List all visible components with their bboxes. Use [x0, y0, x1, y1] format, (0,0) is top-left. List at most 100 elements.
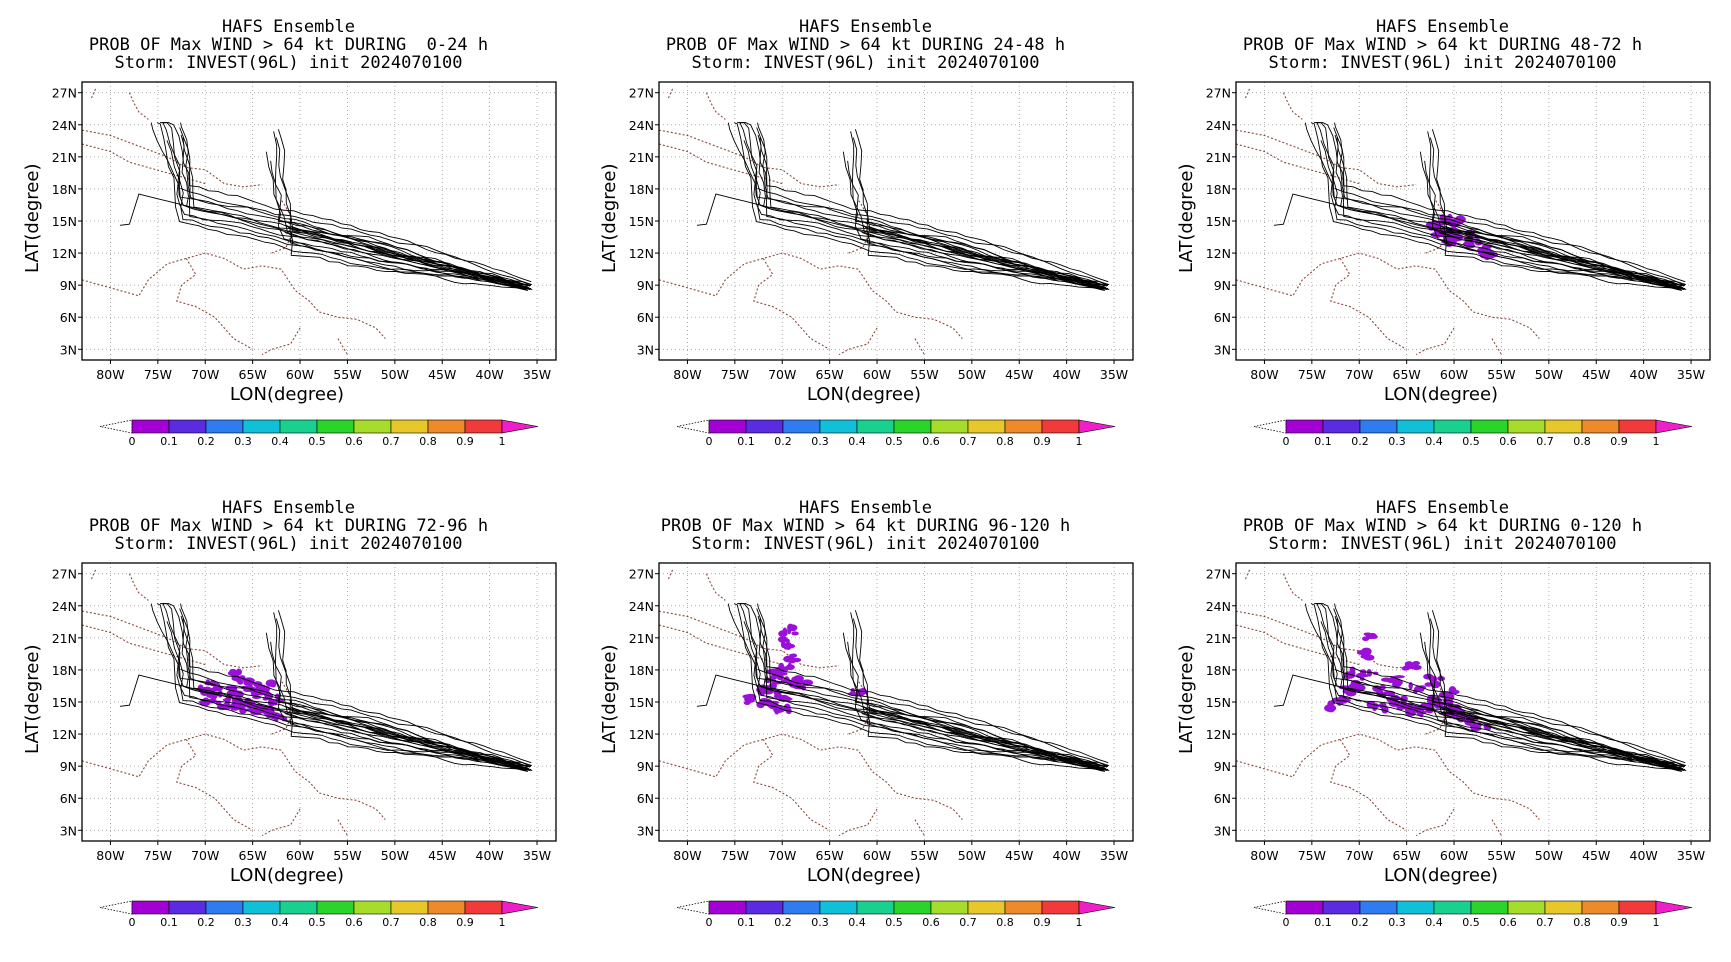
map-plot: 80W 75W 70W 65W 60W 55W 50W 45W 40W 35W 3N 6N 9N 12N 1… [52, 562, 557, 929]
probability-blob [1401, 666, 1410, 671]
probability-blob [1341, 697, 1348, 704]
y-tick-label: 6N [60, 791, 77, 806]
x-tick-label: 70W [768, 848, 796, 863]
map-plot: 80W 75W 70W 65W 60W 55W 50W 45W 40W 35W 3N 6N 9N 12N 1… [629, 562, 1134, 929]
colorbar-segment [168, 900, 207, 915]
y-tick-label: 9N [60, 278, 77, 293]
ensemble-track [1333, 608, 1686, 767]
ensemble-track [756, 608, 1109, 767]
y-tick-label: 24N [52, 599, 77, 614]
probability-blob [764, 701, 774, 706]
probability-blob [1431, 680, 1441, 689]
colorbar-label: 0.8 [996, 916, 1014, 929]
y-tick-label: 15N [1206, 695, 1231, 710]
ensemble-track [1316, 122, 1686, 287]
coastline [1415, 808, 1455, 837]
x-tick-label: 50W [1535, 848, 1563, 863]
colorbar-label: 0 [129, 435, 136, 448]
x-tick-label: 65W [1393, 848, 1421, 863]
coastline [1236, 610, 1417, 669]
colorbar-segment [1004, 419, 1043, 434]
coastline [1282, 573, 1303, 601]
coastline [128, 92, 149, 120]
coastline [1244, 568, 1251, 580]
y-axis-label: LAT(degree) [22, 163, 43, 273]
coastline [753, 739, 830, 831]
y-tick-label: 27N [1206, 567, 1231, 582]
probability-blob [778, 672, 788, 676]
x-tick-label: 80W [1250, 848, 1278, 863]
colorbar-label: 0.6 [1499, 916, 1517, 929]
colorbar-segment [1507, 900, 1546, 915]
x-axis-label: LON(degree) [1383, 384, 1499, 405]
x-tick-label: 75W [144, 367, 172, 382]
plot-frame [658, 81, 1134, 361]
colorbar-segment [205, 900, 244, 915]
coastline [1491, 819, 1502, 836]
colorbar-label: 0 [1283, 435, 1290, 448]
colorbar-label: 1 [1076, 435, 1083, 448]
y-tick-label: 6N [1214, 791, 1231, 806]
y-tick-label: 21N [52, 150, 77, 165]
colorbar-segment [353, 900, 392, 915]
y-axis-label: LAT(degree) [1176, 644, 1197, 754]
coastline [753, 258, 830, 350]
chart-panel: HAFS Ensemble PROB OF Max WIND > 64 kt DU… [0, 481, 577, 962]
colorbar-label: 0.6 [922, 435, 940, 448]
ensemble-track [733, 603, 1108, 772]
coastline [705, 573, 726, 601]
coastline [176, 739, 253, 831]
colorbar-segment [1433, 900, 1472, 915]
colorbar-under-triangle [99, 900, 133, 915]
coastline [82, 252, 386, 339]
x-tick-label: 50W [958, 848, 986, 863]
x-tick-label: 45W [1582, 367, 1610, 382]
colorbar: 0 0.1 0.2 0.3 0.4 0.5 0.6 0.7 0.8 0.9 1 [99, 900, 539, 929]
y-tick-label: 24N [629, 118, 654, 133]
ensemble-track [852, 137, 1106, 289]
chart-panel: HAFS Ensemble PROB OF Max WIND > 64 kt DU… [0, 0, 577, 481]
colorbar-segment [427, 419, 466, 434]
ensemble-track [162, 603, 532, 768]
coastline [659, 143, 783, 185]
colorbar-label: 0.5 [885, 435, 903, 448]
chart-title-line: PROB OF Max WIND > 64 kt DURING 72-96 h [88, 516, 489, 536]
x-tick-label: 35W [1677, 367, 1705, 382]
colorbar-segment [353, 419, 392, 434]
colorbar-segment [856, 419, 895, 434]
ensemble-track [180, 668, 532, 764]
y-tick-label: 9N [1214, 759, 1231, 774]
colorbar-under-triangle [676, 419, 710, 434]
colorbar-label: 0.7 [382, 435, 400, 448]
colorbar-segment [242, 419, 281, 434]
x-tick-label: 40W [1630, 367, 1658, 382]
coastline [1236, 252, 1540, 339]
probability-blob [745, 693, 757, 700]
plot-frame [1235, 81, 1711, 361]
colorbar-under-triangle [99, 419, 133, 434]
colorbar-segment [168, 419, 207, 434]
colorbar-segment [967, 900, 1006, 915]
y-tick-label: 21N [52, 631, 77, 646]
ensemble-track [757, 668, 1109, 764]
plot-frame [658, 562, 1134, 842]
x-tick-label: 40W [476, 848, 504, 863]
colorbar-segment [893, 419, 932, 434]
colorbar-label: 0.5 [1462, 916, 1480, 929]
x-tick-label: 40W [1053, 367, 1081, 382]
probability-blob [1383, 690, 1392, 695]
ensemble-track [1445, 711, 1684, 769]
x-tick-label: 45W [428, 848, 456, 863]
colorbar-segment [1396, 900, 1435, 915]
y-tick-label: 27N [629, 86, 654, 101]
x-tick-label: 35W [1100, 848, 1128, 863]
probability-blob [270, 682, 277, 688]
ensemble-track [739, 122, 1109, 287]
ensemble-track [733, 122, 1108, 291]
x-tick-label: 75W [721, 367, 749, 382]
chart-title-line: Storm: INVEST(96L) init 2024070100 [691, 534, 1040, 554]
y-tick-label: 27N [629, 567, 654, 582]
map-plot: 80W 75W 70W 65W 60W 55W 50W 45W 40W 35W 3N 6N 9N 12N 1… [1206, 562, 1711, 929]
chart-title-line: PROB OF Max WIND > 64 kt DURING 96-120 h [660, 516, 1071, 536]
chart-title-line: PROB OF Max WIND > 64 kt DURING 0-24 h [88, 35, 489, 55]
